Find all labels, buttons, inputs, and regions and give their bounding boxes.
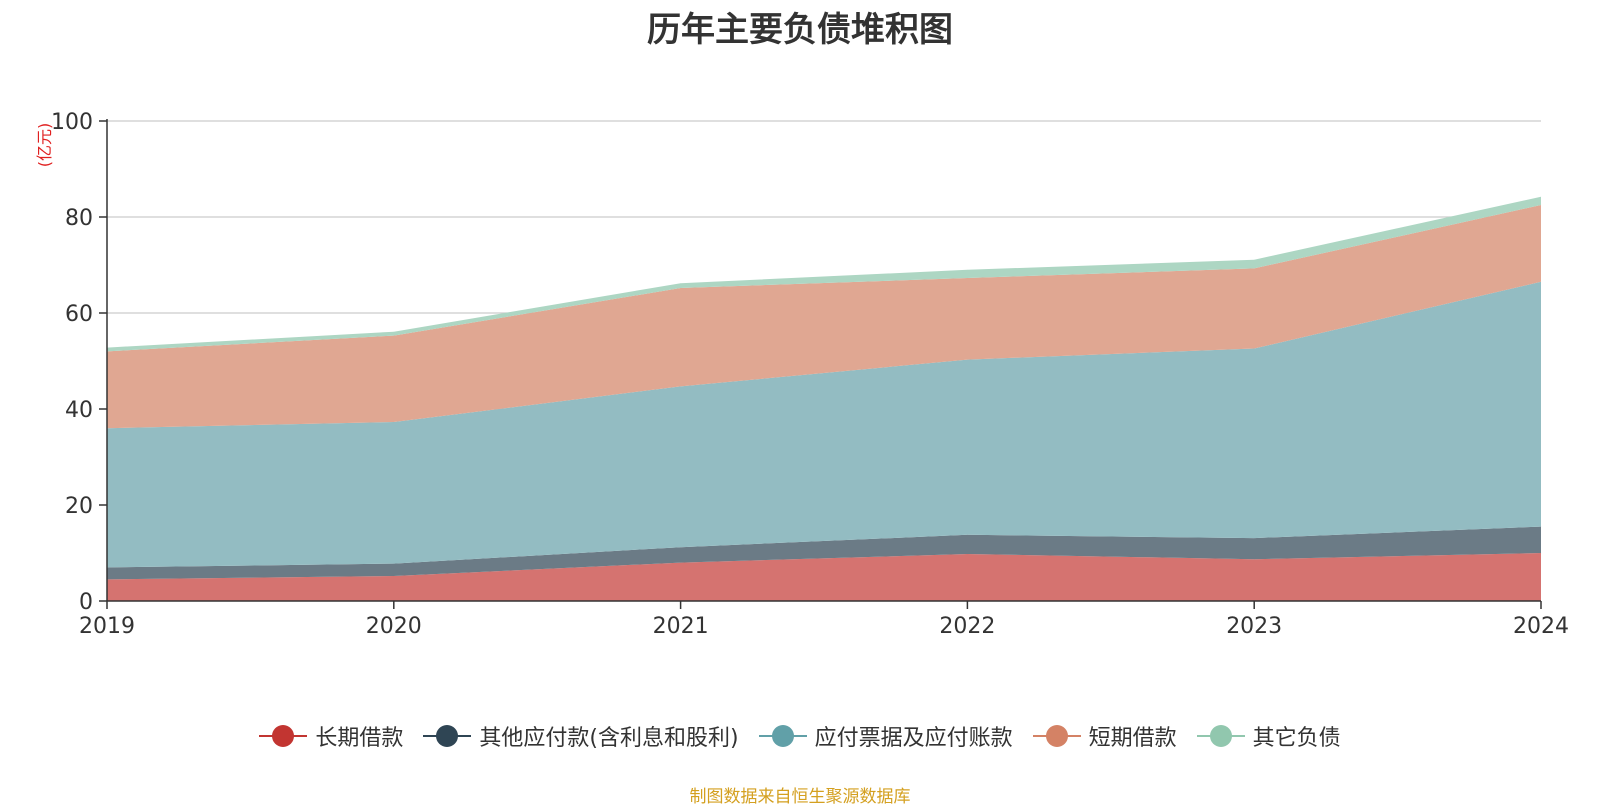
legend-marker-icon xyxy=(423,724,471,748)
legend-label: 应付票据及应付账款 xyxy=(815,720,1013,752)
legend-label: 其它负债 xyxy=(1253,720,1341,752)
legend-marker-icon xyxy=(259,724,307,748)
legend-item-4[interactable]: 其它负债 xyxy=(1197,720,1341,752)
y-unit-label: (亿元) xyxy=(35,123,54,168)
y-tick-label: 0 xyxy=(79,590,93,615)
y-tick-label: 40 xyxy=(65,398,93,423)
x-tick-label: 2020 xyxy=(366,614,422,639)
legend-marker-icon xyxy=(1197,724,1245,748)
legend-marker-icon xyxy=(1033,724,1081,748)
legend-item-2[interactable]: 应付票据及应付账款 xyxy=(759,720,1013,752)
y-tick-label: 100 xyxy=(51,110,93,135)
stacked-areas xyxy=(107,197,1541,601)
legend-item-0[interactable]: 长期借款 xyxy=(259,720,403,752)
legend-item-1[interactable]: 其他应付款(含利息和股利) xyxy=(423,720,738,752)
x-tick-label: 2019 xyxy=(79,614,135,639)
x-tick-label: 2023 xyxy=(1226,614,1282,639)
y-tick-label: 60 xyxy=(65,302,93,327)
legend-marker-icon xyxy=(759,724,807,748)
legend-item-3[interactable]: 短期借款 xyxy=(1033,720,1177,752)
legend-label: 其他应付款(含利息和股利) xyxy=(479,720,738,752)
source-note: 制图数据来自恒生聚源数据库 xyxy=(0,782,1600,807)
x-tick-label: 2024 xyxy=(1513,614,1569,639)
legend: 长期借款 其他应付款(含利息和股利) 应付票据及应付账款 短期借款 其它负债 xyxy=(0,720,1600,752)
x-tick-label: 2021 xyxy=(653,614,709,639)
x-tick-label: 2022 xyxy=(939,614,995,639)
legend-label: 短期借款 xyxy=(1089,720,1177,752)
legend-label: 长期借款 xyxy=(315,720,403,752)
y-tick-label: 80 xyxy=(65,206,93,231)
y-tick-label: 20 xyxy=(65,494,93,519)
